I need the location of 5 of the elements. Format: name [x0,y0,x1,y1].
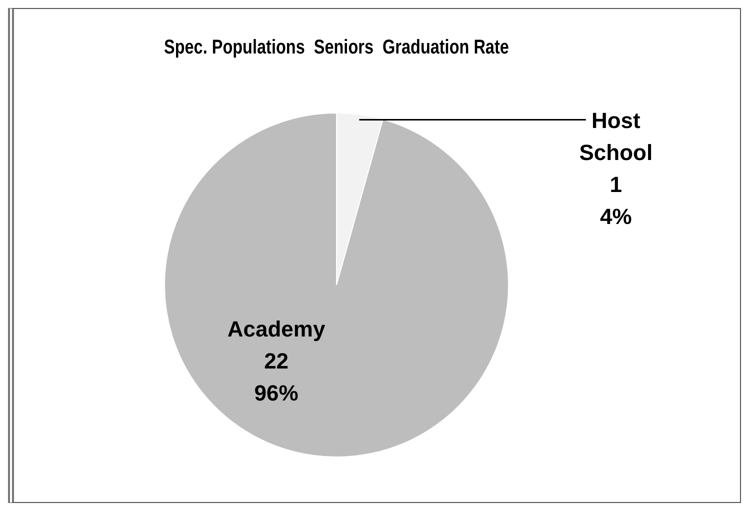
slice-label: Host School [579,108,653,165]
data-label: 22 96% [254,348,298,406]
chart-title: Spec. Populations Seniors Graduation Rate [164,36,509,58]
data-label: 1 4% [600,172,632,229]
slice-label: Academy [227,316,326,342]
